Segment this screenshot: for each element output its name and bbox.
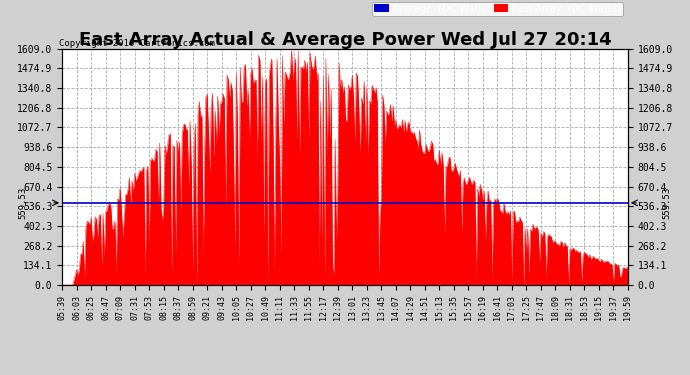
Legend: Average  (DC Watts), East Array  (DC Watts): Average (DC Watts), East Array (DC Watts… xyxy=(373,2,623,15)
Title: East Array Actual & Average Power Wed Jul 27 20:14: East Array Actual & Average Power Wed Ju… xyxy=(79,31,611,49)
Text: Copyright 2016 Cartronics.com: Copyright 2016 Cartronics.com xyxy=(59,39,215,48)
Text: 559.53: 559.53 xyxy=(662,187,671,219)
Text: 559.53: 559.53 xyxy=(19,187,28,219)
